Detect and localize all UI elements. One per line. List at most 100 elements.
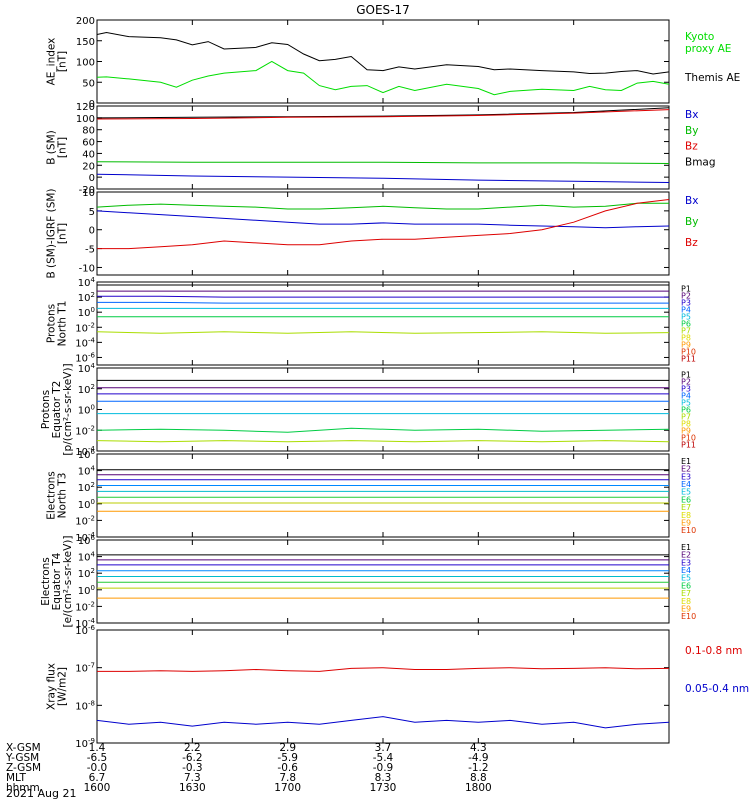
orbit-row-label: X-GSM <box>6 742 41 754</box>
y-axis-label: Protons <box>40 390 52 429</box>
orbit-value: -6.2 <box>182 752 203 764</box>
channel-label: P8 <box>681 334 691 343</box>
y-tick-label: 10-6 <box>75 351 95 364</box>
channel-label: E2 <box>681 465 691 474</box>
y-tick-label: 10-4 <box>75 445 95 458</box>
y-tick-label: 150 <box>76 37 95 48</box>
legend-label: Themis AE <box>684 72 740 84</box>
channel-label: P6 <box>681 320 691 329</box>
channel-label: P7 <box>681 327 691 336</box>
series-line-p4 <box>97 301 669 304</box>
y-tick-label: 10-2 <box>75 424 95 437</box>
series-line-themis-ae <box>96 31 670 75</box>
orbit-value: 2.9 <box>279 742 296 754</box>
series-line-bz <box>97 199 670 250</box>
y-tick-label: 10-2 <box>75 514 95 527</box>
orbit-value: 3.7 <box>375 742 392 754</box>
orbit-value: -5.4 <box>373 752 394 764</box>
y-tick-label: 200 <box>76 16 95 27</box>
y-tick-label: 104 <box>78 551 96 564</box>
y-tick-label: 0 <box>89 226 95 237</box>
y-tick-label: 104 <box>78 362 96 375</box>
orbit-value: 1630 <box>179 782 206 794</box>
y-tick-label: 0 <box>89 173 95 184</box>
series-line-p7 <box>96 440 670 443</box>
channel-label: E5 <box>681 488 691 497</box>
y-axis-label: Protons <box>46 304 58 343</box>
panel-5: 104 102 100 10-2 10-4 Protons Equator T2 [p/(cm… <box>40 362 696 458</box>
series-line-0-05-0-4-nm <box>96 716 670 729</box>
y-axis-label: [nT] <box>57 223 69 244</box>
y-axis-label: North T1 <box>57 301 69 347</box>
y-tick-label: 10-2 <box>75 321 95 334</box>
orbit-value: 4.3 <box>470 742 487 754</box>
y-axis-label: [p/(cm²-s-sr-keV)] <box>62 363 74 455</box>
legend-label: proxy AE <box>685 43 731 55</box>
y-axis-label: North T3 <box>57 473 69 519</box>
channel-label: E8 <box>681 511 691 520</box>
y-tick-label: 10-8 <box>75 699 95 712</box>
y-tick-label: 120 <box>76 102 95 113</box>
orbit-value: 1700 <box>274 782 301 794</box>
y-tick-label: 102 <box>78 567 95 580</box>
series-line-bz <box>96 109 670 120</box>
channel-label: P4 <box>681 306 691 315</box>
y-tick-label: 100 <box>78 584 95 597</box>
y-axis-label: Xray flux <box>46 663 58 710</box>
panel-frame <box>96 629 670 744</box>
orbit-value: -0.3 <box>182 762 203 774</box>
panel-frame <box>96 281 670 366</box>
channel-label: P1 <box>681 285 691 294</box>
panel-8: 10-6 10-7 10-8 10-9 Xray flux [W/m2] 0.1-0.8 n… <box>46 624 750 750</box>
channel-label: P10 <box>681 348 696 357</box>
footer-date: 2021 Aug 21 <box>6 787 76 800</box>
panel-frame <box>96 19 670 104</box>
orbit-value: 1730 <box>370 782 397 794</box>
panel-frame <box>96 539 670 624</box>
orbit-value: -4.9 <box>468 752 489 764</box>
channel-label: P10 <box>681 434 696 443</box>
channel-label: E9 <box>681 604 691 613</box>
channel-label: P3 <box>681 385 691 394</box>
y-tick-label: 100 <box>78 498 95 511</box>
channel-label: E8 <box>681 597 691 606</box>
y-tick-label: 100 <box>78 306 95 319</box>
orbit-value: 1.4 <box>89 742 106 754</box>
legend-label: By <box>685 216 698 228</box>
orbit-row-label: hhmm <box>6 782 40 794</box>
orbit-value: -1.2 <box>468 762 489 774</box>
legend-label: Bx <box>685 195 698 207</box>
series-line-bx <box>96 210 670 229</box>
channel-label: P4 <box>681 392 691 401</box>
panel-4: 104 102 100 10-2 10-4 10-6 Protons North T1 P1P2… <box>46 276 696 366</box>
y-tick-label: 104 <box>78 465 96 478</box>
y-tick-label: 102 <box>78 291 95 304</box>
channel-label: E2 <box>681 551 691 560</box>
channel-label: P11 <box>681 355 696 364</box>
legend-label: 0.1-0.8 nm <box>685 645 742 657</box>
orbit-value: -0.9 <box>373 762 394 774</box>
y-tick-label: -5 <box>85 245 95 256</box>
y-tick-label: 10-2 <box>75 600 95 613</box>
y-tick-label: 60 <box>82 138 95 149</box>
orbit-value: -0.6 <box>277 762 298 774</box>
y-axis-label: Equator T4 <box>51 552 63 610</box>
orbit-value: 7.8 <box>279 772 296 784</box>
y-tick-label: 40 <box>82 149 95 160</box>
y-tick-label: 104 <box>78 276 96 289</box>
y-tick-label: 100 <box>78 404 95 417</box>
chart-title: GOES-17 <box>356 3 410 17</box>
y-tick-label: 20 <box>82 161 95 172</box>
y-tick-label: -10 <box>79 263 95 274</box>
y-tick-label: 100 <box>76 114 95 125</box>
channel-label: E1 <box>681 457 691 466</box>
channel-label: E9 <box>681 518 691 527</box>
channel-label: E6 <box>681 581 691 590</box>
channel-label: P5 <box>681 399 691 408</box>
panel-frame <box>96 453 670 538</box>
channel-label: P9 <box>681 427 691 436</box>
channel-label: E3 <box>681 472 691 481</box>
